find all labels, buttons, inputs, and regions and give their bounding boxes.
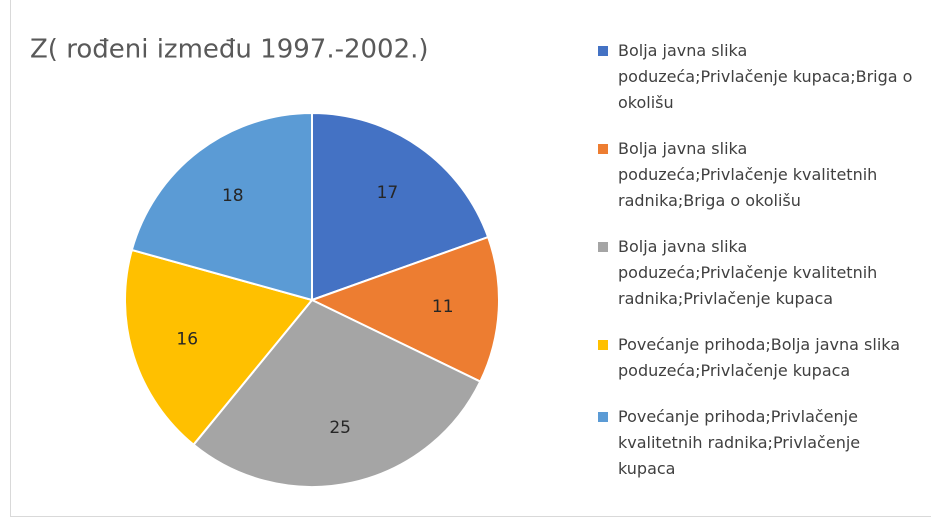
- legend-item: Bolja javna slika poduzeća;Privlačenje k…: [598, 38, 918, 116]
- legend-item: Povećanje prihoda;Privlačenje kvalitetni…: [598, 404, 918, 482]
- legend-swatch: [598, 412, 608, 422]
- data-label: 17: [377, 183, 399, 203]
- legend-swatch: [598, 242, 608, 252]
- pie-slice: [192, 298, 482, 488]
- legend-label: Bolja javna slika poduzeća;Privlačenje k…: [618, 139, 878, 210]
- legend-label: Bolja javna slika poduzeća;Privlačenje k…: [618, 237, 878, 308]
- data-label: 16: [176, 330, 198, 350]
- pie-slice: [130, 111, 313, 302]
- pie-slice: [309, 235, 500, 383]
- legend-swatch: [598, 340, 608, 350]
- legend-swatch: [598, 144, 608, 154]
- legend-label: Povećanje prihoda;Privlačenje kvalitetni…: [618, 407, 861, 478]
- pie-slice: [311, 111, 490, 302]
- legend-item: Bolja javna slika poduzeća;Privlačenje k…: [598, 136, 918, 214]
- legend-item: Povećanje prihoda;Bolja javna slika podu…: [598, 332, 918, 384]
- pie-slice: [124, 248, 314, 447]
- data-label: 18: [222, 186, 244, 206]
- legend-label: Bolja javna slika poduzeća;Privlačenje k…: [618, 41, 913, 112]
- chart-border: [10, 0, 931, 517]
- legend-swatch: [598, 46, 608, 56]
- data-label: 25: [329, 418, 351, 438]
- legend-label: Povećanje prihoda;Bolja javna slika podu…: [618, 335, 901, 380]
- chart-title: Z( rođeni između 1997.-2002.): [30, 35, 429, 65]
- data-label: 11: [432, 297, 454, 317]
- legend-item: Bolja javna slika poduzeća;Privlačenje k…: [598, 234, 918, 312]
- legend: Bolja javna slika poduzeća;Privlačenje k…: [598, 38, 918, 502]
